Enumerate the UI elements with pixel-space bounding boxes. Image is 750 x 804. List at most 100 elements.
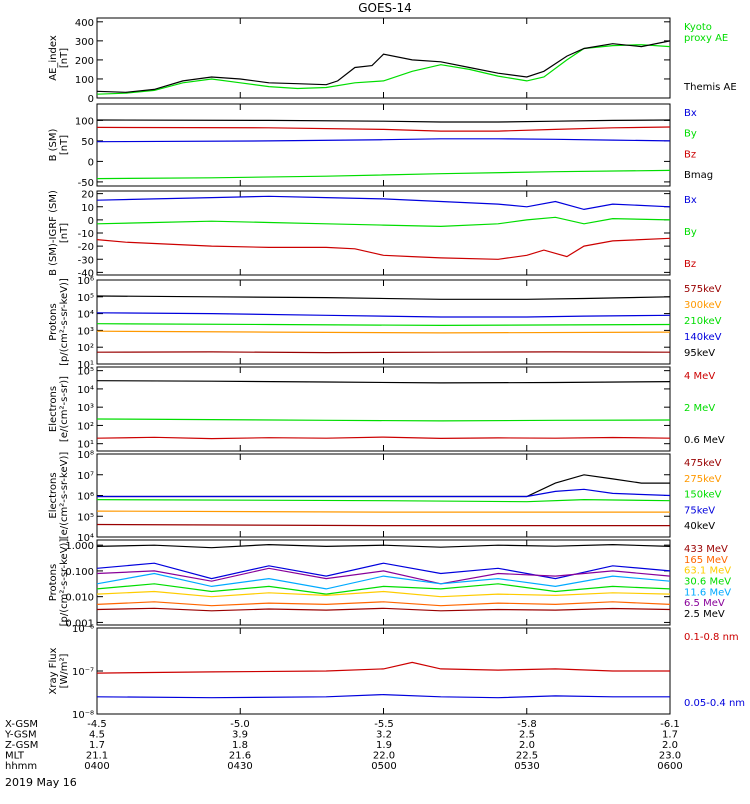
series-line-2 [96,567,671,585]
y-axis-label: B (SM) [48,128,59,161]
ephemeris-row-label: MLT [5,751,25,762]
legend-entry: By [684,129,697,140]
panel-7: 10⁻⁶ 10⁻⁷ 10⁻⁸ Xray Flux [W/m²] 0.1-0.8 nm 0.0… [48,624,745,721]
y-tick-label: 10⁻⁷ [72,667,94,678]
y-tick-label: 10² [77,343,94,354]
y-tick-label: 300 [75,37,94,48]
ephemeris-value: 0400 [84,761,109,772]
y-tick-label: 10¹ [77,440,94,451]
y-axis-label: Electrons [48,472,59,518]
y-axis-label: AE_index [48,35,59,81]
series-line-7 [96,607,671,612]
panel-frame [96,627,671,715]
legend-entry: 275keV [684,474,722,485]
ephemeris-value: 2.0 [519,740,535,751]
y-tick-label: -10 [78,229,94,240]
series-line-1 [96,216,671,228]
ephemeris-value: -5.8 [517,719,537,730]
ephemeris-row-label: Y-GSM [4,730,37,741]
legend-entry: 0.1-0.8 nm [684,632,739,643]
y-tick-label: 10⁴ [77,533,94,544]
series-line-0 [96,195,671,211]
ephemeris-value: 0600 [657,761,682,772]
y-tick-label: 0 [88,157,94,168]
legend-entry: 2 MeV [684,403,715,414]
ephemeris-value: 0430 [227,761,252,772]
y-axis-label: [e/(cm²-s-sr-keV)] [59,452,70,540]
series-line-1 [96,418,671,422]
ephemeris-value: 22.0 [373,751,395,762]
panel-frame [96,190,671,276]
y-tick-label: 10⁵ [77,367,94,378]
series-line-2 [96,237,671,260]
chart-title: GOES-14 [358,1,412,15]
ephemeris-value: 0500 [371,761,396,772]
y-axis-label: Protons [48,564,59,601]
ephemeris-value: 2.0 [662,740,678,751]
y-tick-label: 200 [75,56,94,67]
ephemeris-value: -4.5 [87,719,107,730]
series-line-4 [96,523,670,527]
date-label: 2019 May 16 [5,776,77,789]
ephemeris-value: 21.6 [229,751,251,762]
y-axis-label: [nT] [59,48,70,68]
legend-entry: By [684,227,697,238]
legend-entry: 210keV [684,316,722,327]
series-line-3 [96,572,671,590]
series-line-1 [97,488,671,498]
y-tick-label: 10³ [77,326,94,337]
y-tick-label: 50 [81,137,94,148]
legend-entry: 475keV [684,458,722,469]
y-tick-label: 10⁶ [77,492,94,503]
y-tick-label: -50 [78,178,94,189]
y-axis-label: B (SM)-IGRF (SM) [48,190,59,276]
legend-entry: 30.6 MeV [684,577,731,588]
ephemeris-value: -5.5 [374,719,394,730]
ephemeris-value: -5.0 [230,719,250,730]
y-tick-label: 10⁻⁸ [72,710,94,721]
series-line-4 [96,351,671,354]
ephemeris-value: 1.7 [89,740,105,751]
y-axis-label: Protons [48,303,59,340]
y-tick-label: 10⁷ [77,471,94,482]
legend-entry: 0.05-0.4 nm [684,698,745,709]
series-line-0 [97,474,670,498]
legend-entry: Bx [684,108,697,119]
series-line-2 [96,498,671,503]
panel-5: 10⁴ 10⁵ 10⁶ 10⁷ 10⁸ Electrons [e/(cm²-s-sr-keV… [48,450,722,544]
legend-entry: 95keV [684,348,715,359]
series-line-0 [96,661,670,674]
series-line-0 [96,380,671,384]
series-line-0 [96,543,671,549]
y-tick-label: 100 [75,75,94,86]
y-tick-label: -40 [78,268,94,279]
y-tick-label: 0 [88,94,94,105]
panel-frame [96,103,671,187]
ephemeris-value: -6.1 [660,719,680,730]
series-line-5 [96,590,671,598]
y-tick-label: 0.001 [65,618,94,629]
ephemeris-value: 4.5 [89,730,105,741]
panel-6: 1.000 0.100 0.010 0.001 Protons [p/(cm²-s-sr-… [48,539,731,630]
y-tick-label: 10¹ [77,360,94,371]
y-tick-label: -30 [78,255,94,266]
y-axis-label: [e/(cm²-s-sr)] [59,376,70,442]
legend-entry: 433 MeV [684,544,728,555]
y-tick-label: 0 [88,216,94,227]
ephemeris-row-label: Z-GSM [5,740,38,751]
y-axis-label: [W/m²] [59,653,70,688]
y-tick-label: 10⁻⁶ [72,624,94,635]
y-tick-label: 10 [81,203,94,214]
ephemeris-row-label: hhmm [5,761,37,772]
y-axis-label: [p/(cm²-s-sr-keV)] [59,539,70,627]
y-tick-label: 20 [81,190,94,201]
y-axis-label: [nT] [59,223,70,243]
y-tick-label: 0.010 [65,593,94,604]
series-line-3 [96,169,671,180]
ephemeris-value: 2.5 [519,730,535,741]
series-line-6 [96,601,671,607]
panel-frame [96,539,671,626]
panel-frame [96,17,671,99]
